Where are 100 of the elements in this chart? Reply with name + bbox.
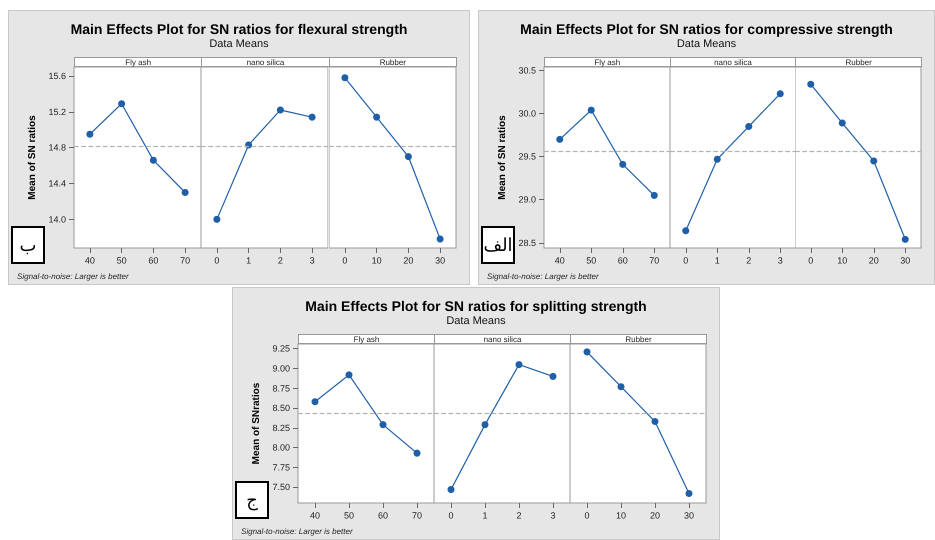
- point: [448, 486, 454, 494]
- point: [556, 136, 564, 143]
- point: [550, 372, 556, 380]
- point: [713, 156, 720, 163]
- point: [182, 188, 189, 196]
- x-tick-label: 60: [618, 256, 628, 266]
- chart-title: Rubber: [328, 57, 457, 67]
- chart-title: Fly ash: [74, 57, 202, 67]
- point: [312, 398, 318, 406]
- point: [150, 156, 157, 164]
- x-tick-label: 1: [714, 256, 720, 266]
- text: Main Effects Plot for SN ratios for splitting strength: [304, 298, 648, 314]
- point: [686, 490, 692, 498]
- chart-title: nano silica: [434, 334, 571, 344]
- point: [86, 130, 94, 138]
- x-tick-label: 10: [616, 510, 626, 520]
- x-tick-label: 10: [838, 256, 848, 266]
- x-tick-label: 20: [403, 256, 414, 266]
- x-tick-label: 0: [682, 256, 688, 266]
- point: [744, 122, 752, 130]
- text: Main Effects Plot for SN ratios for compressive strength: [519, 21, 894, 37]
- y-tick-label: 28.5: [518, 238, 536, 248]
- point: [404, 153, 412, 160]
- x-tick-label: 3: [310, 256, 315, 266]
- text: Data Means: [676, 38, 738, 50]
- y-axis-title: Mean of SNratios: [251, 382, 262, 464]
- x-tick-label: 40: [310, 510, 320, 520]
- x-tick-label: 10: [371, 256, 382, 266]
- point: [372, 114, 380, 121]
- chart-title: Fly ash: [544, 57, 671, 67]
- point: [380, 421, 386, 428]
- point: [341, 74, 348, 82]
- chart-title: nano silica: [670, 57, 796, 67]
- point: [650, 192, 658, 199]
- x-tick-label: 40: [554, 256, 565, 266]
- x-tick-label: 50: [344, 510, 354, 520]
- y-tick-label: 15.6: [48, 70, 66, 81]
- y-tick-label: 7.75: [272, 462, 290, 472]
- text: Signal-to-noise: Larger is better: [241, 527, 353, 536]
- x-tick-label: 2: [516, 510, 522, 520]
- text: Signal-to-noise: Larger is better: [17, 272, 129, 281]
- x-tick-label: 2: [746, 256, 751, 266]
- y-tick-label: 30.0: [518, 108, 536, 119]
- y-tick-label: 14.8: [48, 142, 66, 153]
- chart-title: nano silica: [201, 57, 330, 67]
- y-tick-label: 14.4: [48, 178, 66, 188]
- y-tick-label: 14.0: [48, 214, 66, 224]
- y-axis-title: Mean of SN ratios: [27, 114, 38, 200]
- x-tick-label: 2: [278, 256, 284, 266]
- point: [808, 80, 815, 88]
- x-tick-label: 60: [378, 510, 388, 520]
- text: الف: [481, 226, 515, 264]
- point: [776, 90, 784, 98]
- x-tick-label: 30: [900, 256, 911, 266]
- x-tick-label: 0: [808, 256, 814, 266]
- y-tick-label: 29.0: [518, 194, 536, 205]
- point: [414, 450, 420, 457]
- point: [214, 216, 221, 223]
- chart-title: Rubber: [570, 334, 707, 344]
- y-tick-label: 8.75: [272, 383, 290, 394]
- x-tick-label: 1: [482, 510, 488, 520]
- point: [619, 160, 626, 168]
- point: [277, 106, 284, 114]
- y-tick-label: 9.25: [272, 344, 290, 354]
- y-tick-label: 8.50: [272, 403, 290, 414]
- point: [618, 383, 624, 390]
- x-tick-label: 70: [412, 510, 422, 520]
- x-tick-label: 20: [869, 256, 880, 266]
- x-tick-label: 30: [434, 256, 445, 266]
- text: Data Means: [208, 38, 270, 50]
- point: [308, 114, 316, 121]
- y-tick-label: 30.5: [518, 65, 536, 76]
- y-tick-label: 9.00: [272, 364, 290, 374]
- point: [482, 421, 488, 428]
- point: [870, 157, 878, 164]
- point: [682, 227, 689, 234]
- text: Main Effects Plot for SN ratios for flexural strength: [70, 21, 408, 37]
- point: [436, 236, 444, 243]
- x-tick-label: 0: [342, 256, 348, 266]
- text: Data Means: [445, 315, 507, 327]
- y-tick-label: 29.5: [518, 152, 536, 162]
- y-tick-label: 7.50: [272, 482, 290, 492]
- point: [346, 371, 352, 378]
- point: [245, 141, 252, 148]
- x-tick-label: 30: [684, 510, 694, 520]
- text: ب: [11, 226, 45, 264]
- x-tick-label: 50: [586, 256, 596, 266]
- y-tick-label: 8.00: [272, 442, 290, 453]
- text: ج: [235, 481, 269, 519]
- x-tick-label: 1: [246, 256, 252, 266]
- x-tick-label: 50: [116, 256, 127, 266]
- point: [118, 100, 126, 108]
- chart-title: Fly ash: [298, 334, 435, 344]
- point: [516, 361, 522, 368]
- x-tick-label: 0: [214, 256, 220, 266]
- x-tick-label: 3: [550, 510, 556, 520]
- point: [839, 120, 846, 127]
- x-tick-label: 40: [84, 256, 95, 266]
- x-tick-label: 0: [448, 510, 454, 520]
- point: [588, 106, 595, 114]
